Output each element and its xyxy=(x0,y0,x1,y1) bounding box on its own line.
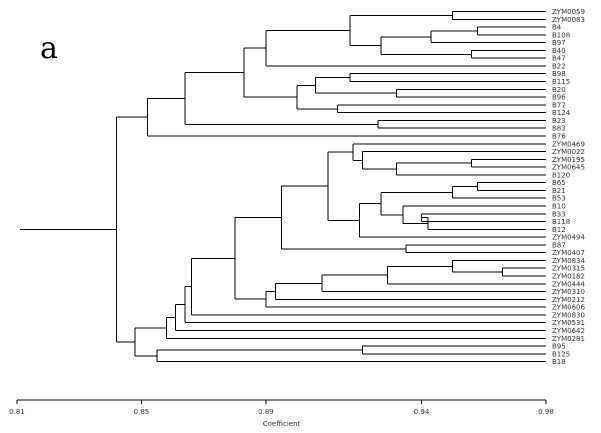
leaf-label: ZYM0606 xyxy=(552,304,585,312)
leaf-label: ZYM0059 xyxy=(552,8,585,16)
panel-label: a xyxy=(40,31,58,66)
leaf-label: B21 xyxy=(552,187,566,195)
leaf-label: B96 xyxy=(552,94,566,102)
leaf-label: ZYM0182 xyxy=(552,273,585,281)
leaf-labels: ZYM0059ZYM0083B4B108B97B40B47B22B98B115B… xyxy=(552,8,585,366)
leaf-label: B95 xyxy=(552,343,566,351)
leaf-label: B115 xyxy=(552,78,570,86)
leaf-label: ZYM0531 xyxy=(552,319,585,327)
leaf-label: ZYM0444 xyxy=(552,280,585,288)
leaf-label: B12 xyxy=(552,226,566,234)
x-axis-ticks: 0.81 0.85 0.89 0.94 0.98 xyxy=(9,400,554,416)
leaf-label: ZYM0315 xyxy=(552,265,585,273)
leaf-label: ZYM0469 xyxy=(552,140,585,148)
x-axis-title: Coefficient xyxy=(263,420,301,428)
x-tick-label: 0.89 xyxy=(258,408,274,416)
leaf-label: ZYM0022 xyxy=(552,148,585,156)
leaf-label: ZYM0645 xyxy=(552,164,585,172)
leaf-label: ZYM0834 xyxy=(552,257,585,265)
leaf-label: B4 xyxy=(552,24,562,32)
leaf-label: B77 xyxy=(552,101,566,109)
leaf-label: B108 xyxy=(552,31,570,39)
leaf-label: B47 xyxy=(552,55,566,63)
leaf-label: ZYM0083 xyxy=(552,16,585,24)
leaf-label: B83 xyxy=(552,125,566,133)
leaf-label: B76 xyxy=(552,132,566,140)
x-tick-label: 0.81 xyxy=(9,408,25,416)
x-tick-label: 0.94 xyxy=(414,408,430,416)
leaf-label: ZYM0212 xyxy=(552,296,585,304)
leaf-label: B125 xyxy=(552,350,570,358)
x-tick-label: 0.98 xyxy=(538,408,554,416)
leaf-label: B23 xyxy=(552,117,566,125)
leaf-label: B33 xyxy=(552,210,566,218)
dendrogram-branches xyxy=(20,11,546,363)
leaf-label: B120 xyxy=(552,171,570,179)
leaf-label: ZYM0407 xyxy=(552,249,585,257)
leaf-label: B65 xyxy=(552,179,566,187)
x-tick-label: 0.85 xyxy=(134,408,150,416)
leaf-label: ZYM0494 xyxy=(552,234,585,242)
leaf-label: B97 xyxy=(552,39,566,47)
leaf-label: ZYM0310 xyxy=(552,288,585,296)
leaf-label: B18 xyxy=(552,358,566,366)
leaf-label: B118 xyxy=(552,218,570,226)
leaf-label: ZYM0195 xyxy=(552,156,585,164)
leaf-label: B53 xyxy=(552,195,566,203)
leaf-label: B87 xyxy=(552,241,566,249)
x-axis: 0.81 0.85 0.89 0.94 0.98 Coefficient xyxy=(9,399,554,428)
leaf-label: B98 xyxy=(552,70,566,78)
leaf-label: ZYM0830 xyxy=(552,311,585,319)
leaf-label: B22 xyxy=(552,62,566,70)
leaf-label: B40 xyxy=(552,47,566,55)
leaf-label: ZYM0642 xyxy=(552,327,585,335)
leaf-label: B20 xyxy=(552,86,566,94)
leaf-label: B124 xyxy=(552,109,571,117)
leaf-label: B10 xyxy=(552,203,566,211)
leaf-label: ZYM0281 xyxy=(552,335,585,343)
